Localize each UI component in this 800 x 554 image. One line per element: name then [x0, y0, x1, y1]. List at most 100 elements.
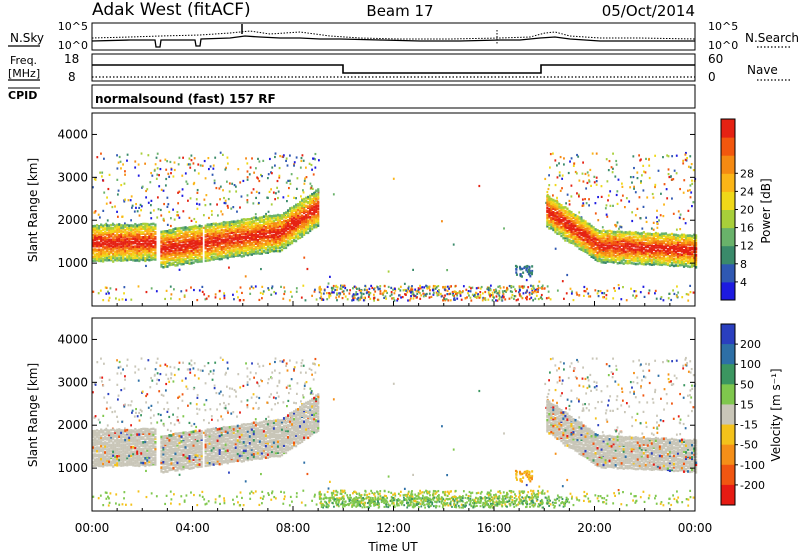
- velocity-scatter-cell: [293, 366, 296, 369]
- power-echo-cell: [234, 227, 237, 231]
- power-echo-cell: [122, 249, 125, 252]
- power-scatter-cell: [471, 286, 474, 289]
- power-echo-cell: [288, 215, 292, 218]
- power-echo-cell: [120, 242, 123, 246]
- power-scatter-cell: [219, 198, 221, 201]
- power-echo-cell: [608, 246, 611, 250]
- velocity-scatter-cell: [462, 490, 465, 493]
- power-scatter-cell: [268, 157, 271, 161]
- power-echo-cell: [230, 222, 233, 226]
- power-echo-cell: [166, 255, 169, 259]
- power-scatter-cell: [480, 285, 483, 289]
- power-echo-cell: [224, 238, 227, 242]
- power-scatter-cell: [610, 166, 613, 169]
- power-echo-cell: [212, 241, 215, 245]
- power-scatter-cell: [452, 243, 455, 246]
- power-echo-cell: [638, 234, 641, 238]
- velocity-scatter-cell: [277, 395, 280, 398]
- power-echo-cell: [600, 239, 603, 243]
- power-echo-cell: [572, 235, 575, 239]
- power-echo-cell: [274, 242, 278, 246]
- power-echo-cell: [102, 233, 105, 236]
- power-echo-cell: [188, 244, 191, 247]
- power-echo-cell: [230, 251, 233, 255]
- power-scatter-cell: [475, 287, 478, 290]
- power-scatter-cell: [596, 292, 599, 295]
- power-echo-cell: [224, 244, 227, 248]
- power-echo-cell: [252, 221, 255, 225]
- power-scatter-cell: [468, 294, 470, 297]
- power-echo-cell: [256, 227, 260, 231]
- power-scatter-cell: [476, 295, 479, 298]
- velocity-scatter-cell: [156, 357, 159, 360]
- power-echo-cell: [644, 241, 647, 245]
- power-echo-cell: [188, 256, 191, 259]
- power-echo-cell: [618, 233, 621, 236]
- power-echo-cell: [246, 239, 249, 243]
- power-echo-cell: [106, 245, 109, 249]
- power-scatter-cell: [310, 163, 313, 167]
- velocity-scatter-cell: [576, 498, 578, 501]
- freq-label-line2: [MHz]: [8, 67, 40, 80]
- power-scatter-cell: [140, 152, 143, 155]
- power-echo-cell: [309, 194, 312, 198]
- power-scatter-cell: [266, 176, 269, 180]
- power-echo-cell: [598, 229, 601, 233]
- power-echo-cell: [295, 232, 298, 235]
- power-scatter-cell: [690, 162, 693, 166]
- power-scatter-cell: [437, 293, 440, 296]
- power-scatter-cell: [600, 195, 603, 198]
- power-echo-cell: [248, 239, 251, 243]
- power-scatter-cell: [228, 266, 230, 269]
- power-feature-cell: [528, 273, 531, 276]
- power-echo-cell: [136, 256, 139, 259]
- power-echo-cell: [138, 225, 141, 229]
- power-scatter-cell: [213, 179, 216, 182]
- power-echo-cell: [104, 236, 107, 239]
- power-echo-cell: [570, 210, 573, 214]
- power-scatter-cell: [253, 171, 256, 174]
- velocity-scatter-cell: [271, 371, 274, 374]
- power-scatter-cell: [256, 176, 259, 179]
- power-echo-cell: [604, 242, 607, 245]
- power-scatter-cell: [442, 286, 444, 289]
- power-scatter-cell: [287, 194, 290, 198]
- power-scatter-cell: [545, 297, 548, 300]
- power-echo-cell: [642, 262, 645, 266]
- power-scatter-cell: [531, 292, 533, 295]
- power-echo-cell: [250, 246, 253, 249]
- power-echo-cell: [584, 244, 587, 248]
- power-scatter-cell: [255, 196, 257, 200]
- velocity-scatter-cell: [311, 499, 314, 502]
- power-echo-cell: [608, 244, 611, 247]
- power-echo-cell: [656, 249, 660, 252]
- power-scatter-cell: [634, 290, 637, 293]
- power-scatter-cell: [353, 296, 356, 300]
- power-scatter-cell: [309, 182, 312, 185]
- power-scatter-cell: [392, 177, 395, 180]
- power-scatter-cell: [689, 166, 692, 169]
- power-echo-cell: [282, 221, 286, 225]
- power-scatter-cell: [393, 292, 396, 295]
- power-echo-cell: [584, 242, 587, 245]
- power-echo-cell: [690, 257, 694, 261]
- power-echo-cell: [556, 201, 559, 204]
- power-scatter-cell: [250, 191, 253, 194]
- power-echo-cell: [264, 246, 268, 250]
- power-echo-cell: [250, 227, 253, 231]
- velocity-scatter-cell: [352, 492, 354, 495]
- power-scatter-cell: [150, 287, 153, 290]
- power-echo-cell: [228, 228, 231, 231]
- velocity-scatter-cell: [282, 401, 285, 404]
- power-echo-cell: [278, 246, 282, 250]
- power-scatter-cell: [415, 290, 418, 293]
- power-echo-cell: [311, 197, 314, 201]
- velocity-scatter-cell: [214, 361, 217, 364]
- power-echo-cell: [140, 258, 143, 261]
- power-echo-cell: [134, 237, 137, 240]
- power-echo-cell: [574, 235, 577, 238]
- power-scatter-cell: [124, 173, 126, 176]
- power-echo-cell: [102, 224, 105, 228]
- power-echo-cell: [150, 250, 153, 254]
- power-echo-cell: [104, 237, 107, 241]
